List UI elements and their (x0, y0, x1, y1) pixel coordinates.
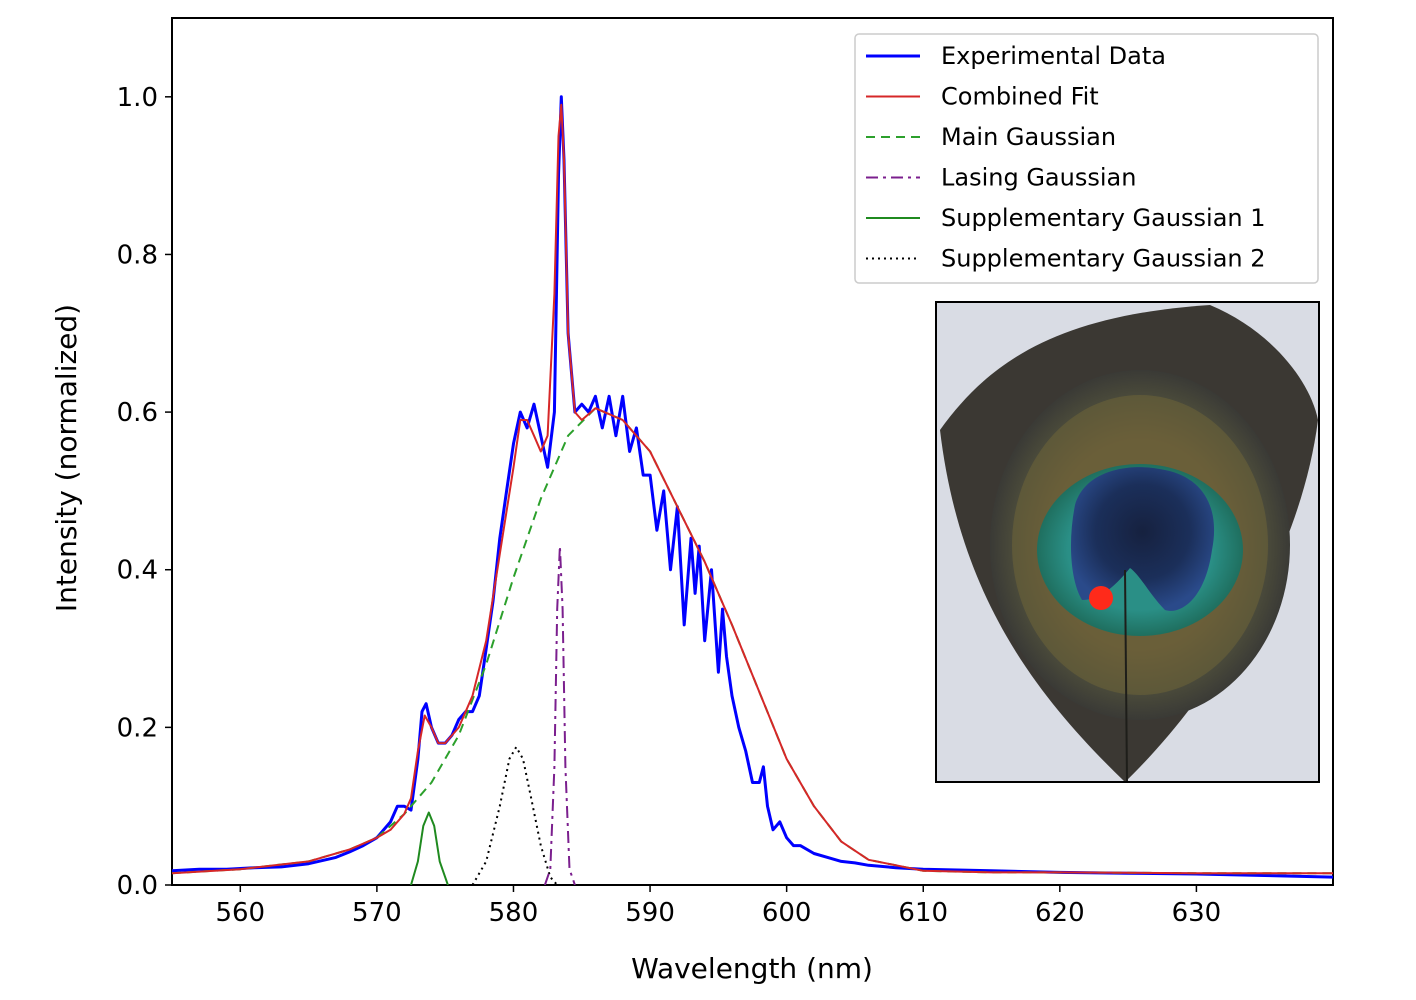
series-line-supplementary-gaussian-2 (471, 746, 558, 885)
y-tick-label: 0.6 (117, 398, 158, 428)
legend-entry: Combined Fit (941, 83, 1099, 111)
x-tick-label: 620 (1035, 898, 1085, 928)
legend-entry: Supplementary Gaussian 1 (941, 204, 1266, 232)
legend: Experimental Data Combined Fit Main Gaussi… (854, 33, 1319, 284)
series-line-lasing-gaussian (543, 545, 576, 885)
x-tick-label: 590 (625, 898, 675, 928)
legend-entry: Main Gaussian (941, 123, 1116, 151)
measurement-point-marker (1089, 586, 1113, 610)
x-tick-label: 600 (762, 898, 812, 928)
legend-entry: Supplementary Gaussian 2 (941, 245, 1266, 273)
plot-frame (171, 17, 1334, 886)
x-tick-label: 610 (898, 898, 948, 928)
y-axis-ticks: 0.0 0.2 0.4 0.6 0.8 1.0 (117, 83, 172, 901)
y-axis-label: Intensity (normalized) (50, 304, 83, 612)
y-tick-label: 0.4 (117, 556, 158, 586)
y-tick-label: 0.2 (117, 713, 158, 743)
series-line-combined-fit (172, 103, 1333, 875)
x-axis-label: Wavelength (nm) (631, 952, 873, 985)
x-tick-label: 570 (352, 898, 402, 928)
legend-entry: Lasing Gaussian (941, 164, 1136, 192)
x-tick-label: 630 (1172, 898, 1222, 928)
x-tick-label: 560 (215, 898, 265, 928)
legend-entry: Experimental Data (941, 42, 1166, 70)
x-tick-label: 580 (489, 898, 539, 928)
x-axis-ticks: 560 570 580 590 600 610 620 630 (215, 885, 1221, 928)
series-group (172, 95, 1333, 885)
y-tick-label: 0.0 (117, 871, 158, 901)
y-tick-label: 1.0 (117, 83, 158, 113)
series-line-supplementary-gaussian-1 (410, 811, 449, 885)
y-tick-label: 0.8 (117, 240, 158, 270)
inset-photo (935, 301, 1320, 783)
